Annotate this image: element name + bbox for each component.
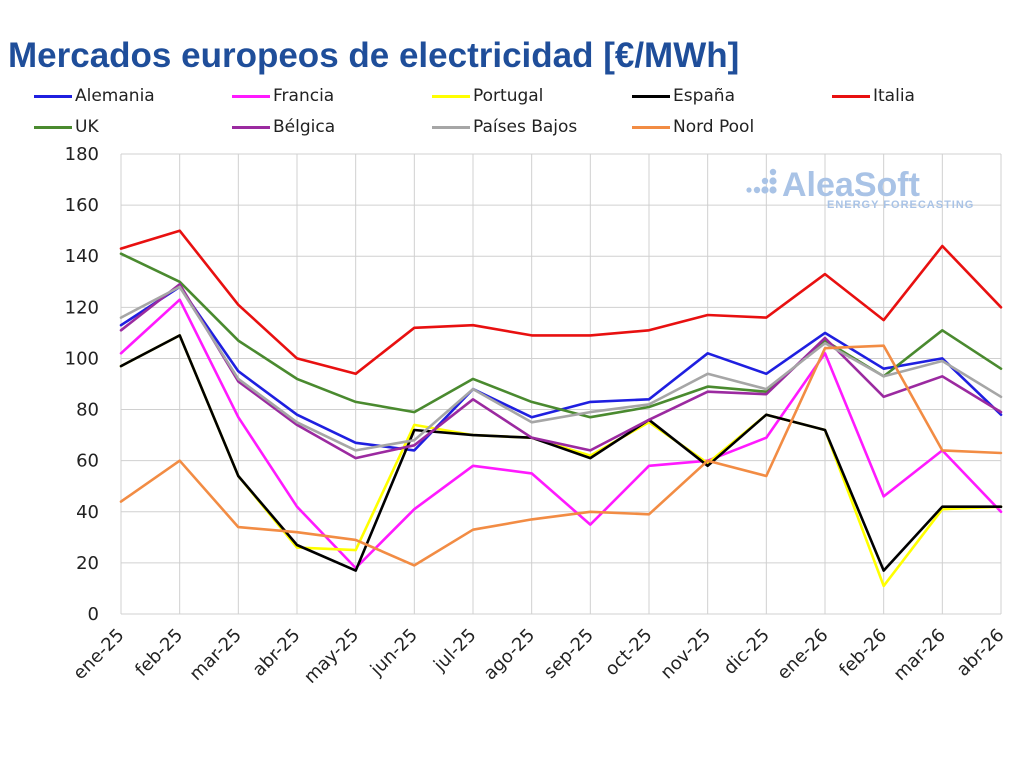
x-tick-label: ene-25 — [69, 625, 128, 684]
x-tick-label: jun-25 — [366, 625, 422, 681]
legend-swatch — [34, 94, 72, 98]
legend-label: Francia — [273, 86, 335, 106]
legend-label: Países Bajos — [473, 117, 578, 137]
x-tick-label: abr-26 — [953, 625, 1009, 681]
legend-swatch — [832, 94, 870, 98]
legend-item-italia: Italia — [832, 85, 915, 107]
legend-swatch — [432, 94, 470, 98]
x-tick-label: abr-25 — [249, 625, 305, 681]
x-tick-label: may-25 — [300, 625, 363, 688]
legend-item-paises-bajos: Países Bajos — [432, 116, 577, 138]
legend-swatch — [34, 125, 72, 129]
series-line-nord-pool — [119, 344, 1003, 567]
series-line-francia — [119, 298, 1003, 570]
series-line-paises-bajos — [119, 285, 1003, 452]
y-tick-label: 160 — [65, 195, 99, 216]
y-tick-label: 180 — [65, 144, 99, 165]
grid — [120, 153, 1002, 615]
x-tick-label: mar-25 — [186, 625, 246, 685]
series-line-italia — [119, 229, 1003, 376]
series-line-belgica — [119, 282, 1003, 460]
x-tick-label: feb-26 — [835, 625, 891, 681]
y-tick-label: 40 — [76, 502, 99, 523]
legend-label: España — [673, 86, 735, 106]
legend-swatch — [232, 125, 270, 129]
x-tick-label: ene-26 — [773, 625, 832, 684]
legend-swatch — [432, 125, 470, 129]
y-tick-label: 20 — [76, 553, 99, 574]
y-tick-label: 0 — [88, 604, 99, 625]
logo-tagline: ENERGY FORECASTING — [827, 199, 974, 211]
legend-item-portugal: Portugal — [432, 85, 543, 107]
legend-item-uk: UK — [34, 116, 99, 138]
legend-item-espana: España — [632, 85, 735, 107]
legend-label: Alemania — [75, 86, 155, 106]
x-tick-label: oct-25 — [601, 625, 656, 680]
x-tick-label: ago-25 — [480, 625, 540, 685]
legend-item-alemania: Alemania — [34, 85, 155, 107]
legend-item-nord-pool: Nord Pool — [632, 116, 754, 138]
legend-label: Italia — [873, 86, 915, 106]
x-tick-label: dic-25 — [720, 625, 774, 679]
legend-item-belgica: Bélgica — [232, 116, 335, 138]
logo-name: AleaSoft — [782, 166, 920, 204]
chart-title: Mercados europeos de electricidad [€/MWh… — [8, 36, 740, 75]
y-tick-label: 80 — [76, 400, 99, 421]
x-tick-label: mar-26 — [890, 625, 950, 685]
y-axis: 0 20 40 60 80 100 120 140 160 180 — [65, 144, 99, 625]
y-tick-label: 60 — [76, 451, 99, 472]
legend-item-francia: Francia — [232, 85, 334, 107]
series-lines — [119, 229, 1003, 588]
legend-label: Portugal — [473, 86, 544, 106]
x-tick-label: feb-25 — [131, 625, 187, 681]
legend-label: Nord Pool — [673, 117, 755, 137]
x-tick-label: jul-25 — [429, 625, 480, 676]
series-line-espana — [119, 334, 1003, 572]
y-tick-label: 100 — [65, 348, 99, 369]
aleasoft-logo: AleaSoft ENERGY FORECASTING — [746, 166, 974, 211]
legend-label: UK — [75, 117, 99, 137]
legend-swatch — [632, 125, 670, 129]
y-tick-label: 120 — [65, 297, 99, 318]
y-tick-label: 140 — [65, 246, 99, 267]
legend-swatch — [232, 94, 270, 98]
x-tick-label: nov-25 — [657, 625, 716, 684]
legend-swatch — [632, 94, 670, 98]
legend-label: Bélgica — [273, 117, 336, 137]
x-tick-label: sep-25 — [540, 625, 598, 683]
